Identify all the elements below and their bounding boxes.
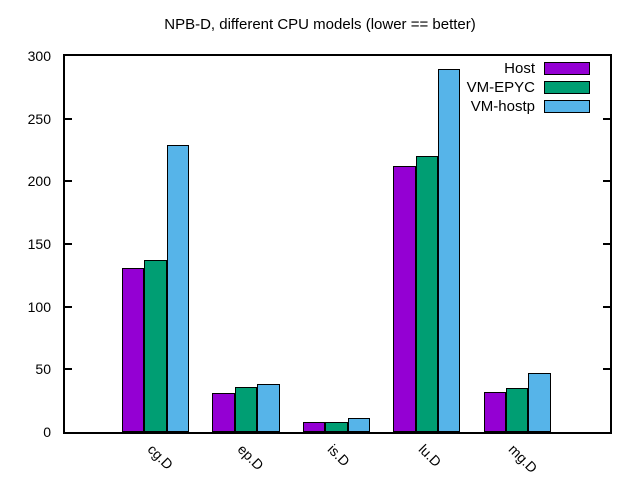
x-tick-label-lu-d: lu.D [415, 441, 445, 470]
y-tick-mark-right-150 [603, 243, 610, 245]
bar-vm-epyc-ep-d [234, 386, 258, 432]
legend-item-vm-epyc: VM-EPYC [467, 78, 590, 97]
legend-item-vm-hostp: VM-hostp [467, 97, 590, 116]
chart-title: NPB-D, different CPU models (lower == be… [164, 16, 476, 33]
bar-vm-hostp-cg-d [166, 145, 190, 432]
bar-host-ep-d [212, 393, 235, 432]
bars-layer [65, 56, 610, 432]
bar-vm-epyc-mg-d [506, 388, 529, 432]
bar-host-lu-d [393, 166, 416, 432]
y-tick-mark-right-200 [603, 180, 610, 183]
bar-host-is-d [302, 421, 326, 432]
y-tick-mark-left-200 [65, 180, 72, 183]
legend-swatch-vm-epyc [544, 81, 590, 94]
bar-vm-epyc-lu-d [415, 156, 438, 432]
bar-vm-epyc-is-d [325, 421, 348, 432]
y-tick-mark-left-150 [65, 243, 72, 245]
y-tick-label-50: 50 [35, 361, 51, 378]
y-tick-label-0: 0 [43, 424, 51, 440]
legend-label: Host [504, 60, 535, 77]
x-tick-label-ep-d: ep.D [234, 441, 267, 474]
y-tick-mark-left-100 [65, 305, 72, 308]
legend-swatch-host [544, 62, 590, 75]
y-tick-label-100: 100 [27, 298, 51, 315]
x-tick-label-mg-d: mg.D [505, 441, 541, 476]
bar-vm-hostp-lu-d [438, 68, 461, 432]
bar-vm-hostp-mg-d [528, 373, 551, 432]
bar-vm-hostp-ep-d [257, 384, 280, 432]
bar-host-cg-d [122, 267, 145, 432]
legend-item-host: Host [467, 59, 590, 78]
legend-label: VM-hostp [470, 98, 535, 115]
legend-swatch-vm-hostp [544, 100, 590, 113]
x-tick-label-is-d: is.D [325, 441, 354, 470]
y-tick-label-150: 150 [27, 236, 51, 252]
x-tick-label-cg-d: cg.D [144, 441, 176, 473]
y-tick-mark-right-100 [603, 305, 610, 308]
y-tick-mark-right-50 [603, 368, 610, 371]
bar-vm-epyc-cg-d [144, 260, 167, 432]
y-tick-mark-right-250 [603, 117, 610, 120]
y-tick-label-250: 250 [27, 110, 51, 127]
legend-label: VM-EPYC [466, 79, 535, 96]
y-tick-mark-left-250 [65, 117, 72, 120]
bar-host-mg-d [483, 391, 506, 432]
y-tick-label-300: 300 [27, 48, 51, 64]
y-tick-mark-left-50 [65, 368, 72, 371]
legend: Host VM-EPYC VM-hostp [467, 59, 590, 116]
bar-vm-hostp-is-d [347, 418, 370, 432]
plot-area: Host VM-EPYC VM-hostp 0 50 100 150 200 250 300 c… [28, 48, 612, 476]
y-tick-label-200: 200 [27, 173, 51, 190]
